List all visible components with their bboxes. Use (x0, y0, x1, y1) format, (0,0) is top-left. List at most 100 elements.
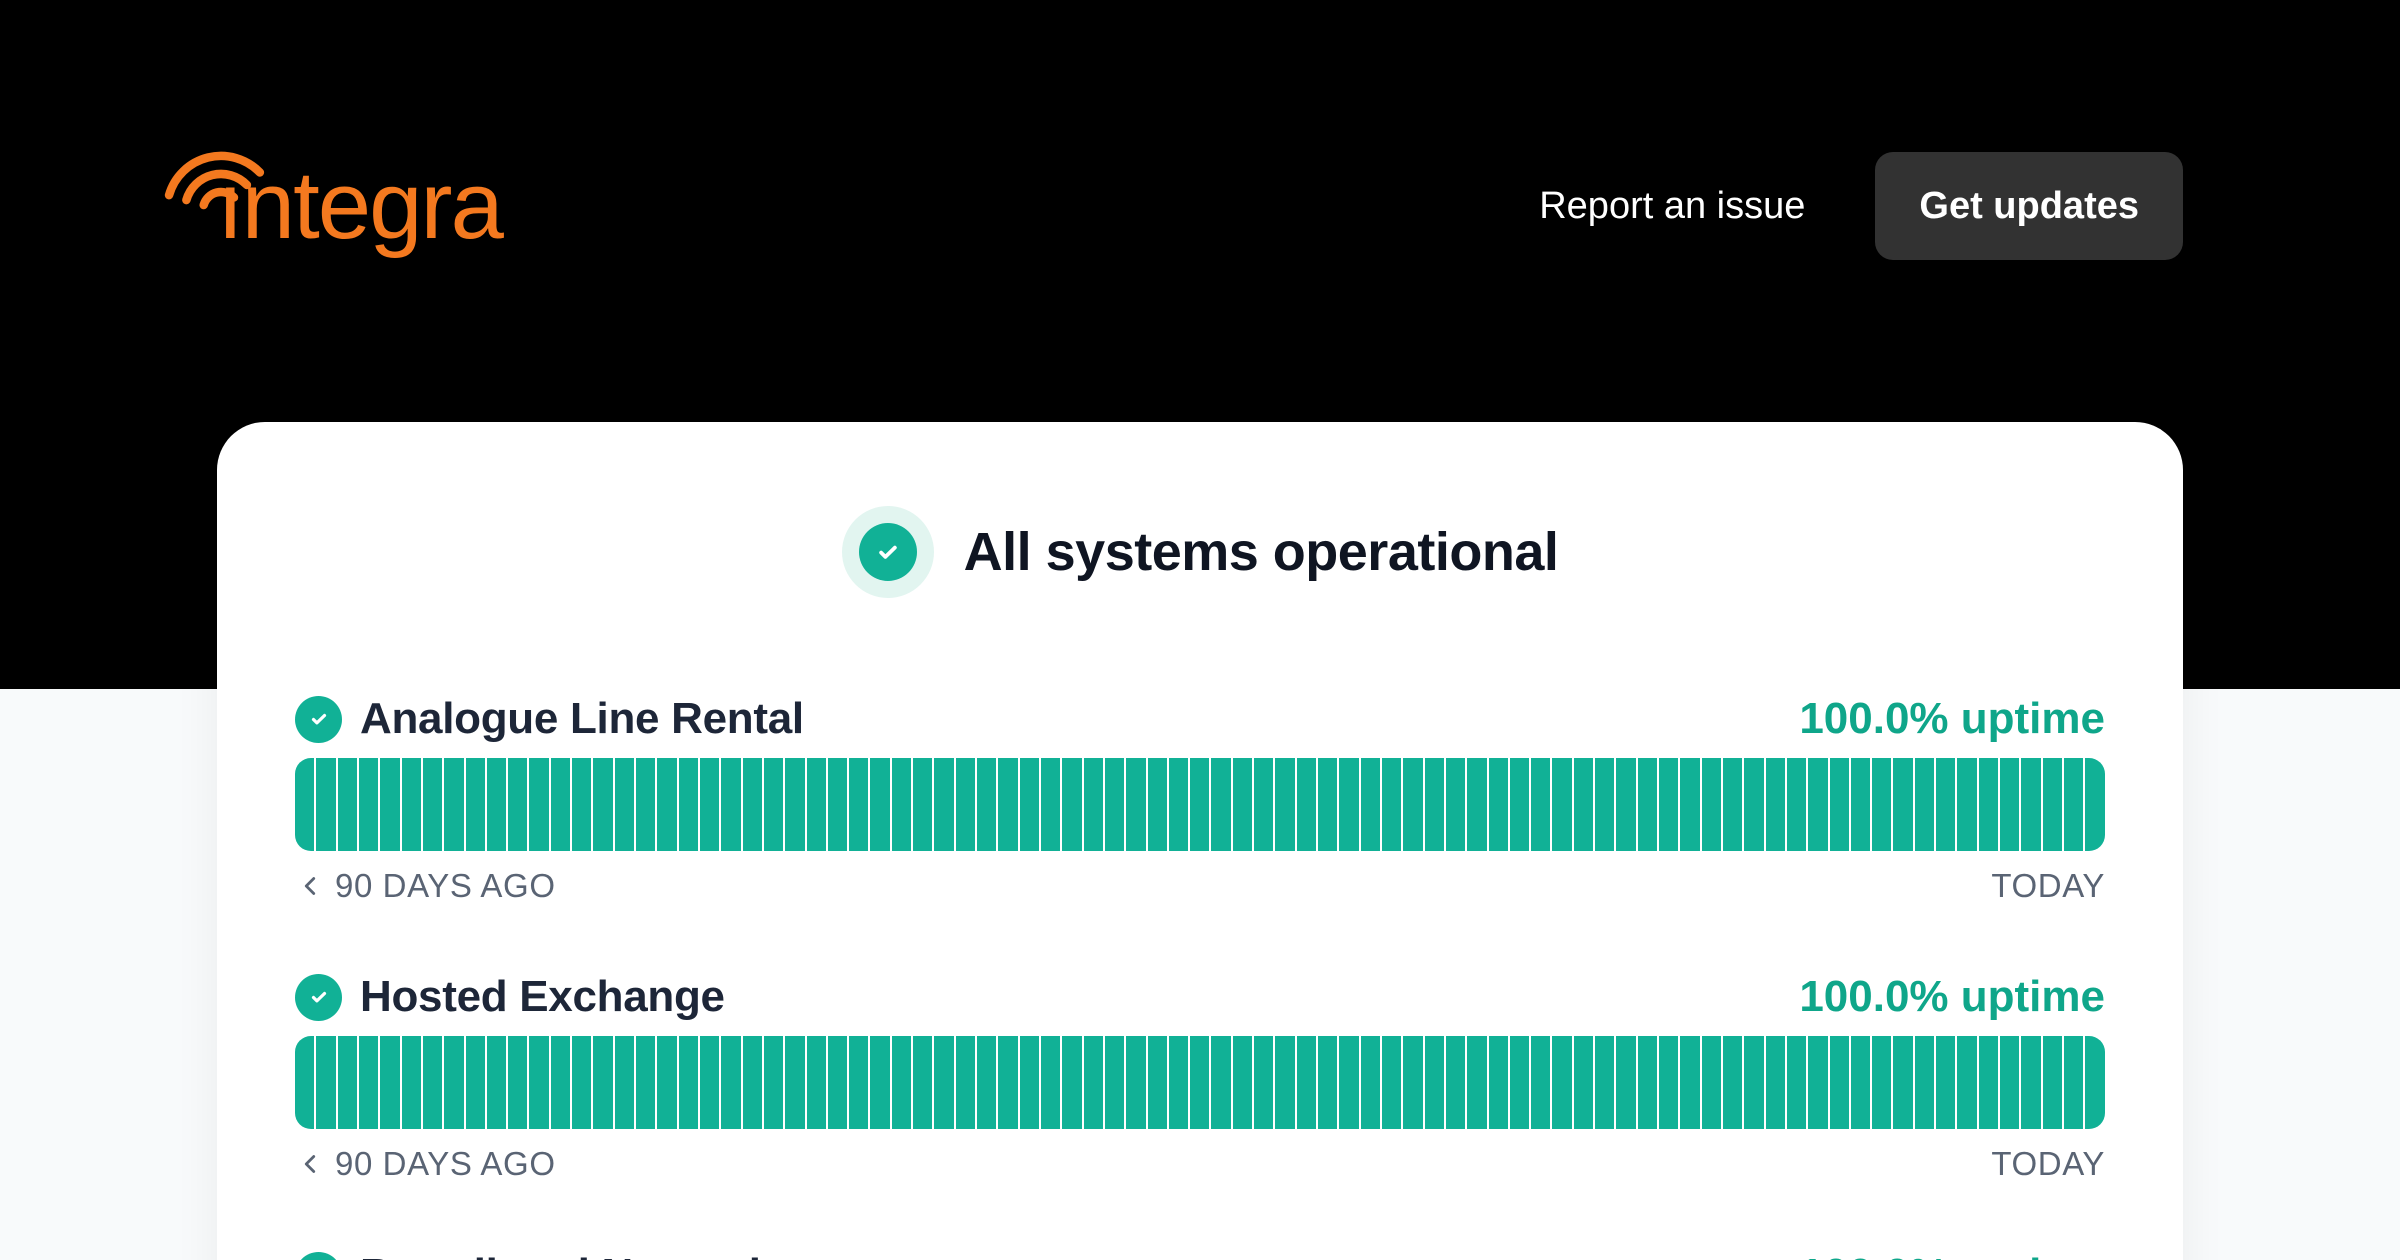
uptime-bar[interactable] (1040, 1036, 1061, 1129)
uptime-bar[interactable] (1616, 758, 1636, 851)
uptime-bar[interactable] (849, 758, 869, 851)
uptime-bar[interactable] (657, 1036, 677, 1129)
uptime-bar[interactable] (1829, 758, 1849, 851)
uptime-bar[interactable] (998, 758, 1018, 851)
uptime-bar[interactable] (1573, 758, 1594, 851)
uptime-bar[interactable] (529, 758, 549, 851)
uptime-bar[interactable] (2021, 1036, 2041, 1129)
uptime-bar[interactable] (1403, 1036, 1423, 1129)
uptime-bar[interactable] (1509, 1036, 1530, 1129)
uptime-bar[interactable] (913, 1036, 933, 1129)
uptime-bar[interactable] (2085, 1036, 2105, 1129)
uptime-bar[interactable] (1296, 1036, 1316, 1129)
uptime-bar[interactable] (1360, 758, 1380, 851)
uptime-bar[interactable] (508, 1036, 528, 1129)
uptime-bar[interactable] (1040, 758, 1061, 851)
uptime-bar[interactable] (1083, 758, 1103, 851)
uptime-bar[interactable] (870, 1036, 890, 1129)
uptime-bar[interactable] (2063, 1036, 2084, 1129)
uptime-bar[interactable] (1659, 1036, 1679, 1129)
uptime-bar[interactable] (1829, 1036, 1849, 1129)
uptime-bar[interactable] (1488, 758, 1508, 851)
uptime-bar[interactable] (1467, 758, 1487, 851)
uptime-bar[interactable] (891, 1036, 912, 1129)
uptime-bar[interactable] (1914, 758, 1935, 851)
uptime-bar[interactable] (1318, 1036, 1338, 1129)
uptime-bar[interactable] (1062, 758, 1082, 851)
uptime-bar[interactable] (2000, 1036, 2020, 1129)
uptime-bar[interactable] (1936, 1036, 1956, 1129)
uptime-bar[interactable] (891, 758, 912, 851)
uptime-bar[interactable] (295, 1036, 315, 1129)
uptime-bar[interactable] (486, 758, 507, 851)
uptime-bar[interactable] (636, 1036, 656, 1129)
uptime-bar[interactable] (1872, 758, 1892, 851)
uptime-bar[interactable] (1275, 1036, 1295, 1129)
uptime-bar[interactable] (1254, 1036, 1274, 1129)
get-updates-button[interactable]: Get updates (1875, 152, 2183, 260)
uptime-bar[interactable] (1914, 1036, 1935, 1129)
uptime-bar[interactable] (1062, 1036, 1082, 1129)
uptime-bar[interactable] (1659, 758, 1679, 851)
uptime-bar[interactable] (1808, 1036, 1828, 1129)
uptime-bar[interactable] (1786, 758, 1807, 851)
uptime-bar[interactable] (316, 1036, 336, 1129)
uptime-bar[interactable] (465, 1036, 485, 1129)
uptime-bar[interactable] (1637, 758, 1657, 851)
uptime-bar[interactable] (614, 1036, 634, 1129)
uptime-bar[interactable] (1957, 1036, 1977, 1129)
uptime-bar[interactable] (1872, 1036, 1892, 1129)
uptime-bar[interactable] (550, 1036, 571, 1129)
uptime-bar[interactable] (1701, 758, 1721, 851)
uptime-bar[interactable] (572, 758, 592, 851)
uptime-bar[interactable] (2085, 758, 2105, 851)
uptime-bar[interactable] (934, 1036, 954, 1129)
uptime-bar[interactable] (1339, 758, 1359, 851)
uptime-bar[interactable] (870, 758, 890, 851)
uptime-bar[interactable] (699, 1036, 720, 1129)
uptime-bar[interactable] (1893, 1036, 1913, 1129)
uptime-bar[interactable] (1765, 1036, 1785, 1129)
uptime-bar[interactable] (1403, 758, 1423, 851)
uptime-bar[interactable] (1680, 1036, 1700, 1129)
uptime-bar[interactable] (550, 758, 571, 851)
timeline-back-link[interactable]: 90 DAYS AGO (295, 1147, 556, 1180)
uptime-bar[interactable] (1616, 1036, 1636, 1129)
uptime-bar[interactable] (1211, 1036, 1231, 1129)
uptime-bar[interactable] (1722, 1036, 1743, 1129)
uptime-bar[interactable] (1595, 1036, 1615, 1129)
uptime-bar[interactable] (1701, 1036, 1721, 1129)
uptime-bar[interactable] (1019, 1036, 1039, 1129)
uptime-bar[interactable] (422, 1036, 443, 1129)
uptime-bar[interactable] (358, 758, 379, 851)
uptime-bar[interactable] (1488, 1036, 1508, 1129)
uptime-bar[interactable] (1552, 758, 1572, 851)
uptime-bar[interactable] (593, 1036, 613, 1129)
uptime-bar[interactable] (401, 758, 421, 851)
uptime-bar[interactable] (380, 758, 400, 851)
uptime-bar[interactable] (1978, 758, 1998, 851)
uptime-bar[interactable] (380, 1036, 400, 1129)
uptime-bar[interactable] (1126, 1036, 1146, 1129)
uptime-bar[interactable] (785, 758, 805, 851)
uptime-bar[interactable] (678, 758, 698, 851)
uptime-bar[interactable] (444, 1036, 464, 1129)
uptime-bar[interactable] (1147, 758, 1167, 851)
uptime-bar[interactable] (508, 758, 528, 851)
uptime-bar[interactable] (1254, 758, 1274, 851)
uptime-bar[interactable] (849, 1036, 869, 1129)
uptime-bar[interactable] (1232, 1036, 1253, 1129)
uptime-bar[interactable] (1637, 1036, 1657, 1129)
uptime-bar[interactable] (295, 758, 315, 851)
uptime-bar[interactable] (1573, 1036, 1594, 1129)
uptime-bar[interactable] (1104, 758, 1125, 851)
uptime-bar[interactable] (1765, 758, 1785, 851)
brand-logo[interactable]: ıntegra (164, 151, 504, 254)
uptime-bar[interactable] (806, 1036, 826, 1129)
uptime-bar[interactable] (1786, 1036, 1807, 1129)
uptime-bar[interactable] (529, 1036, 549, 1129)
uptime-bar[interactable] (1722, 758, 1743, 851)
uptime-bar[interactable] (1126, 758, 1146, 851)
uptime-bar[interactable] (1978, 1036, 1998, 1129)
uptime-bar[interactable] (1360, 1036, 1380, 1129)
